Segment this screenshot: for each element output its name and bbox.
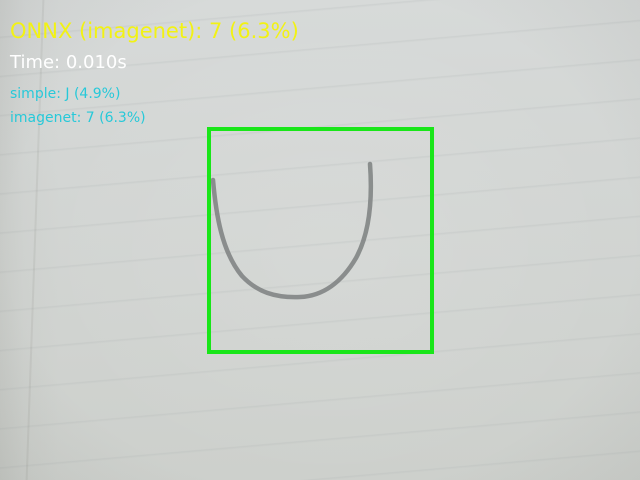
imagenet-prediction-label: imagenet: 7 (6.3%) [10,110,146,126]
simple-prediction-label: simple: J (4.9%) [10,86,121,102]
detection-box [207,127,434,354]
main-prediction-label: ONNX (imagenet): 7 (6.3%) [10,19,299,43]
inference-time-label: Time: 0.010s [10,52,127,73]
page-edge-shadow [0,0,60,480]
